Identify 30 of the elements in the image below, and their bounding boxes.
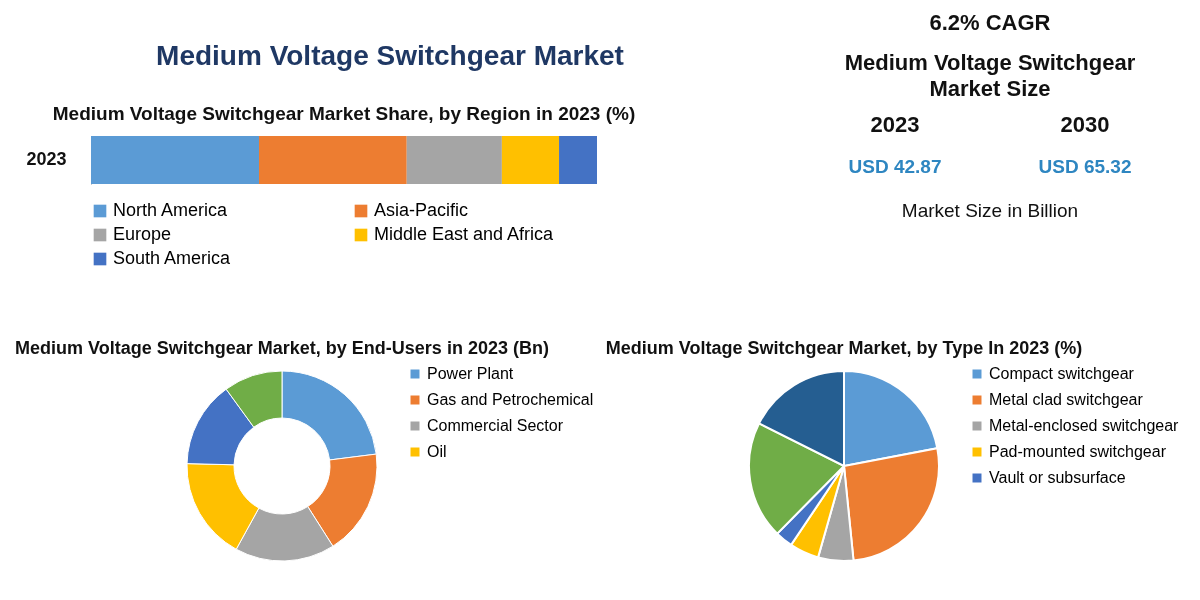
legend-label: Asia-Pacific	[374, 200, 469, 220]
text: 6.2% CAGR	[928, 10, 1052, 36]
legend-label: Middle East and Africa	[374, 224, 555, 244]
chart-title: Medium Voltage Switchgear Market, by Type In 2023 (%)	[605, 338, 1083, 358]
legend-label: Vault or subsurface	[989, 469, 1126, 486]
legend-label: Power Plant	[427, 365, 514, 382]
legend-label: Gas and Petrochemical	[427, 391, 594, 408]
text: USD 65.32	[1037, 156, 1133, 178]
chart-title: Medium Voltage Switchgear Market Share, by Region in 2023 (%)	[52, 103, 636, 124]
text: Medium Voltage Switchgear Market	[155, 40, 625, 72]
bar	[91, 136, 259, 184]
legend-label: Metal-enclosed switchgear	[989, 417, 1180, 434]
text: Market Size in Billion	[900, 200, 1080, 222]
legend-label: Compact switchgear	[989, 365, 1135, 382]
text: 2030	[1059, 112, 1111, 138]
legend-label: Commercial Sector	[427, 417, 564, 434]
bar	[258, 136, 407, 184]
legend-label: Pad-mounted switchgear	[989, 443, 1167, 460]
text: USD 42.87	[847, 156, 943, 178]
legend-label: Metal clad switchgear	[989, 391, 1144, 408]
legend-label: South America	[113, 248, 232, 268]
text: Medium Voltage Switchgear Market Size	[843, 50, 1137, 102]
bar	[406, 136, 502, 184]
bar	[559, 136, 597, 184]
legend-label: North America	[113, 200, 229, 220]
bar	[501, 136, 560, 184]
legend-label: Europe	[113, 224, 172, 244]
legend-label: Oil	[427, 443, 447, 460]
text: 2023	[869, 112, 921, 138]
chart-title: Medium Voltage Switchgear Market, by End-Users in 2023 (Bn)	[15, 338, 549, 358]
